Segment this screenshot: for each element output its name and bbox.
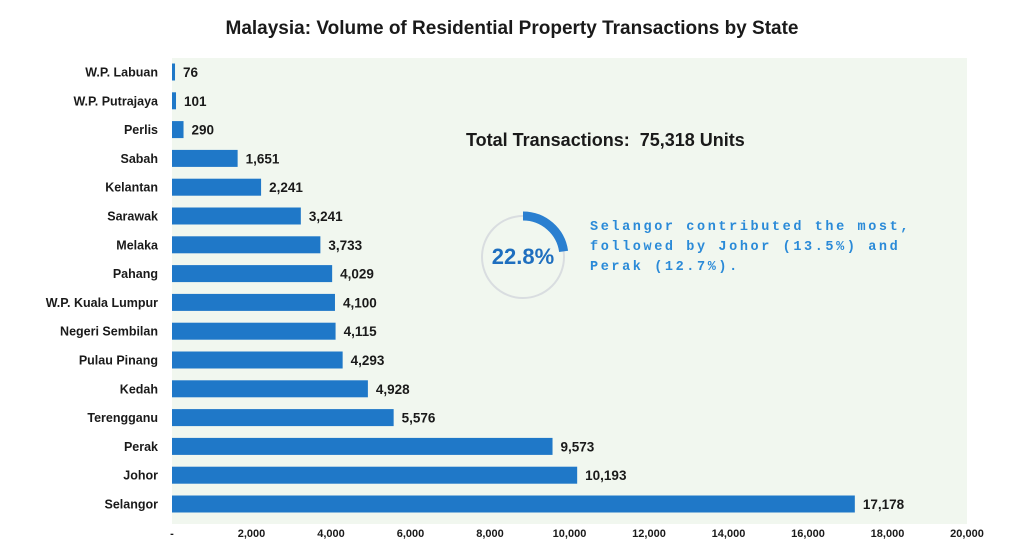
category-label: Selangor — [105, 498, 159, 512]
x-tick-label: 12,000 — [632, 528, 666, 540]
data-label: 4,100 — [343, 295, 377, 310]
category-label: W.P. Kuala Lumpur — [46, 296, 158, 310]
bar — [172, 236, 321, 254]
category-label: Perak — [124, 440, 158, 454]
x-tick-label: 20,000 — [950, 528, 984, 540]
x-tick-label: 18,000 — [871, 528, 905, 540]
category-label: Kelantan — [105, 181, 158, 195]
bar — [172, 495, 855, 513]
x-tick-label: - — [170, 528, 174, 540]
data-label: 5,576 — [402, 411, 436, 426]
bar — [172, 380, 368, 398]
data-label: 4,928 — [376, 382, 410, 397]
data-label: 4,293 — [351, 353, 385, 368]
selangor-note: Selangor contributed the most, followed … — [590, 220, 912, 275]
data-label: 76 — [183, 65, 199, 80]
bar — [172, 409, 394, 427]
data-label: 101 — [184, 94, 207, 109]
category-label: Sabah — [120, 152, 158, 166]
category-label: Terengganu — [87, 411, 158, 425]
category-label: Johor — [123, 469, 158, 483]
bar — [172, 63, 176, 81]
bar — [172, 466, 578, 484]
x-tick-label: 8,000 — [476, 528, 504, 540]
data-label: 290 — [192, 123, 215, 138]
data-label: 1,651 — [246, 151, 280, 166]
donut-arc — [522, 211, 569, 253]
category-label: W.P. Labuan — [85, 66, 158, 80]
category-label: Kedah — [120, 382, 158, 396]
category-label: Pahang — [113, 267, 158, 281]
category-label: W.P. Putrajaya — [73, 94, 159, 108]
category-label: Melaka — [116, 238, 159, 252]
chart-title: Malaysia: Volume of Residential Property… — [225, 18, 799, 39]
x-tick-label: 14,000 — [712, 528, 746, 540]
bar — [172, 265, 333, 283]
data-label: 9,573 — [561, 439, 595, 454]
data-label: 4,115 — [344, 324, 378, 339]
x-tick-label: 6,000 — [397, 528, 425, 540]
data-label: 10,193 — [585, 468, 627, 483]
bar — [172, 178, 262, 196]
bar — [172, 293, 335, 311]
bar — [172, 121, 184, 139]
x-tick-label: 4,000 — [317, 528, 345, 540]
bar — [172, 351, 343, 369]
data-label: 2,241 — [269, 180, 303, 195]
category-label: Sarawak — [107, 210, 158, 224]
data-label: 3,733 — [328, 238, 362, 253]
bar — [172, 437, 553, 455]
bar — [172, 92, 177, 110]
bar — [172, 207, 301, 225]
data-label: 17,178 — [863, 497, 905, 512]
category-label: Negeri Sembilan — [60, 325, 158, 339]
x-tick-label: 16,000 — [791, 528, 825, 540]
total-transactions-label: Total Transactions: 75,318 Units — [466, 130, 745, 150]
x-tick-label: 2,000 — [238, 528, 266, 540]
category-label: Pulau Pinang — [79, 354, 158, 368]
bar — [172, 149, 238, 167]
data-label: 4,029 — [340, 267, 374, 282]
data-label: 3,241 — [309, 209, 343, 224]
bar — [172, 322, 336, 340]
category-label: Perlis — [124, 123, 158, 137]
share-donut: 22.8% — [476, 210, 570, 304]
donut-percent-label: 22.8% — [491, 244, 555, 269]
x-tick-label: 10,000 — [553, 528, 587, 540]
